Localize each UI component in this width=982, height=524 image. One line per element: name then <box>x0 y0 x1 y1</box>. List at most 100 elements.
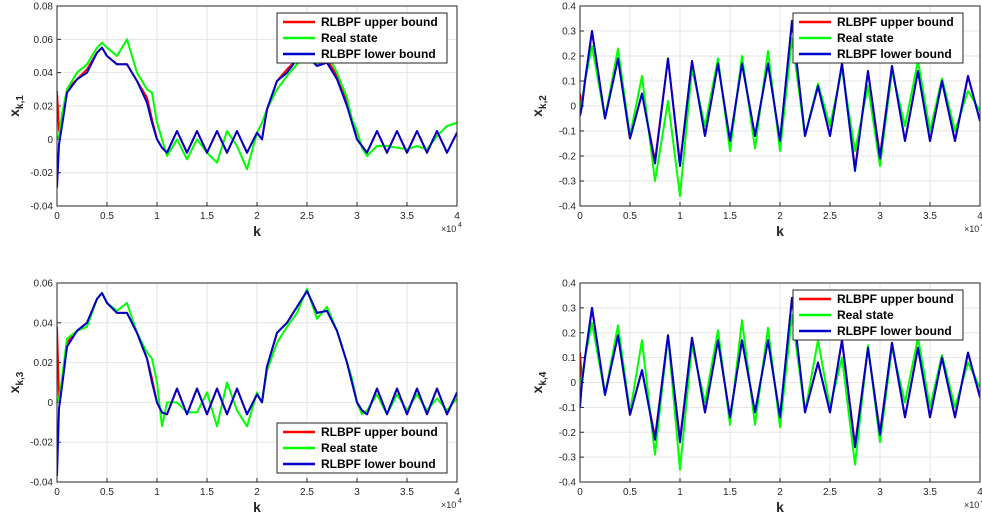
x-tick-label: 4 <box>977 211 982 222</box>
x-tick-label: 0 <box>577 211 583 222</box>
x-tick-label: 2 <box>777 211 783 222</box>
y-axis-label-main: x <box>6 385 22 393</box>
x-tick-label: 0.5 <box>623 487 637 498</box>
y-tick-label: -0.1 <box>559 403 577 414</box>
x-multiplier: ×10 <box>964 500 979 510</box>
legend-label-1: RLBPF upper bound <box>837 292 954 306</box>
y-axis-label: xk,4 <box>529 371 549 393</box>
y-tick-label: 0.06 <box>34 279 54 290</box>
y-tick-label: 0.1 <box>562 77 576 88</box>
x-tick-label: 2.5 <box>823 487 837 498</box>
series-line-3 <box>580 296 980 449</box>
y-tick-label: 0.08 <box>34 2 54 13</box>
x-tick-label: 3.5 <box>400 211 414 222</box>
y-tick-label: 0.4 <box>562 279 576 290</box>
y-tick-label: 0 <box>47 398 53 409</box>
y-tick-label: -0.2 <box>559 152 577 163</box>
y-tick-label: 0 <box>570 378 576 389</box>
x-tick-label: 4 <box>454 487 460 498</box>
y-axis-label-subscript: k,1 <box>15 95 26 109</box>
series-line-3 <box>57 46 457 188</box>
y-tick-label: 0.02 <box>34 358 54 369</box>
x-tick-label: 1 <box>154 487 160 498</box>
x-multiplier-exponent: 4 <box>458 222 462 229</box>
axes-box <box>56 5 458 207</box>
y-tick-label: 0.1 <box>562 353 576 364</box>
chart-panel-4: 0 0.5 1 1.5 2 2.5 3 3.5 4 -0.4 -0.3 -0.2 -0.1 0 0.1 0.2… <box>529 279 982 516</box>
x-tick-label: 2 <box>254 487 260 498</box>
x-tick-label: 0 <box>54 487 60 498</box>
axes-box <box>579 282 981 483</box>
x-tick-label: 3 <box>877 487 883 498</box>
x-tick-label: 1.5 <box>723 211 737 222</box>
y-tick-label: -0.4 <box>559 202 577 213</box>
y-tick-label: -0.4 <box>559 478 577 489</box>
y-tick-label: -0.2 <box>559 428 577 439</box>
y-tick-label: -0.3 <box>559 453 577 464</box>
x-tick-label: 2 <box>254 211 260 222</box>
series-line-3 <box>580 20 980 172</box>
x-axis-label: k <box>253 499 261 515</box>
y-tick-label: 0.02 <box>34 102 54 113</box>
y-tick-label: 0.2 <box>562 328 576 339</box>
y-tick-label: 0.3 <box>562 303 576 314</box>
chart-panel-3: 0 0.5 1 1.5 2 2.5 3 3.5 4 -0.04 -0.02 0 0.02 0.04 0.06… <box>6 279 462 516</box>
legend-label-3: RLBPF lower bound <box>837 324 952 338</box>
y-axis-label-main: x <box>6 109 22 117</box>
legend: RLBPF upper bound Real state RLBPF lower b… <box>792 289 964 341</box>
x-tick-label: 0 <box>577 487 583 498</box>
series-line-3 <box>57 290 457 477</box>
x-tick-label: 2.5 <box>300 211 314 222</box>
x-axis-label: k <box>776 223 784 239</box>
x-axis-label: k <box>253 223 261 239</box>
x-tick-label: 3.5 <box>400 487 414 498</box>
x-tick-label: 2 <box>777 487 783 498</box>
x-tick-label: 1.5 <box>200 211 214 222</box>
legend-label-1: RLBPF upper bound <box>837 15 954 29</box>
legend: RLBPF upper bound Real state RLBPF lower b… <box>276 422 448 474</box>
x-tick-label: 4 <box>977 487 982 498</box>
y-axis-label-subscript: k,4 <box>538 371 549 385</box>
x-tick-label: 1 <box>677 487 683 498</box>
legend-label-3: RLBPF lower bound <box>321 47 436 61</box>
x-tick-label: 3 <box>354 211 360 222</box>
chart-panel-2: 0 0.5 1 1.5 2 2.5 3 3.5 4 -0.4 -0.3 -0.2 -0.1 0 0.1 0.2… <box>529 2 982 240</box>
x-tick-label: 0.5 <box>623 211 637 222</box>
legend-label-3: RLBPF lower bound <box>837 47 952 61</box>
x-tick-label: 1 <box>154 211 160 222</box>
y-tick-label: 0.06 <box>34 35 54 46</box>
x-tick-label: 0.5 <box>100 487 114 498</box>
x-tick-label: 2.5 <box>823 211 837 222</box>
y-axis-label-main: x <box>529 109 545 117</box>
y-axis-label-main: x <box>529 385 545 393</box>
legend: RLBPF upper bound Real state RLBPF lower b… <box>792 12 964 64</box>
axes-box <box>56 282 458 483</box>
legend-label-1: RLBPF upper bound <box>321 15 438 29</box>
x-tick-label: 1.5 <box>200 487 214 498</box>
series-line-2 <box>57 38 457 171</box>
y-axis-label: xk,1 <box>6 95 26 117</box>
y-tick-label: 0.04 <box>34 318 54 329</box>
x-multiplier: ×10 <box>441 224 456 234</box>
y-tick-label: 0 <box>570 102 576 113</box>
y-tick-label: -0.02 <box>30 438 53 449</box>
x-tick-label: 3 <box>354 487 360 498</box>
y-tick-label: -0.3 <box>559 177 577 188</box>
y-tick-label: -0.02 <box>30 168 53 179</box>
y-tick-label: -0.04 <box>30 202 53 213</box>
legend: RLBPF upper bound Real state RLBPF lower b… <box>276 12 448 64</box>
legend-label-1: RLBPF upper bound <box>321 425 438 439</box>
x-tick-label: 1 <box>677 211 683 222</box>
chart-panel-1: 0 0.5 1 1.5 2 2.5 3 3.5 4 -0.04 -0.02 0 0.02 0.04 0.06… <box>6 2 462 240</box>
x-multiplier: ×10 <box>441 500 456 510</box>
y-tick-label: 0 <box>47 135 53 146</box>
x-tick-label: 3.5 <box>923 487 937 498</box>
legend-label-2: Real state <box>837 31 894 45</box>
legend-label-2: Real state <box>837 308 894 322</box>
y-axis-label: xk,3 <box>6 371 26 393</box>
y-tick-label: -0.04 <box>30 478 53 489</box>
x-tick-label: 4 <box>454 211 460 222</box>
x-tick-label: 2.5 <box>300 487 314 498</box>
x-tick-label: 3 <box>877 211 883 222</box>
